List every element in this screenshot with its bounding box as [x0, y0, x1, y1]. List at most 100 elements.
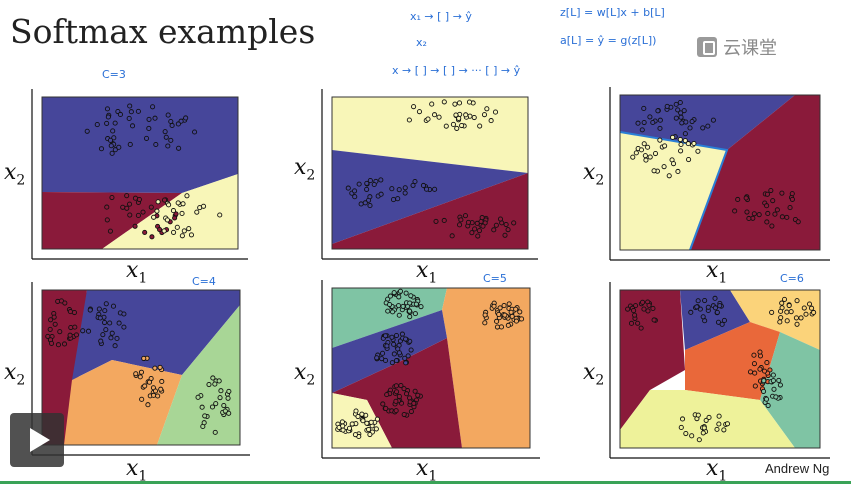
point-yellow — [406, 117, 412, 123]
point-red — [638, 325, 644, 331]
point-yellow — [360, 418, 366, 424]
point-red — [628, 320, 635, 326]
point-blue — [114, 335, 120, 342]
point-orange — [501, 303, 507, 309]
point-blue — [126, 115, 132, 121]
point-orange — [139, 396, 145, 402]
point-red — [774, 207, 780, 213]
point-orange — [502, 312, 508, 318]
point-orange — [517, 309, 523, 315]
point-blue — [362, 200, 368, 206]
author-credit: Andrew Ng — [765, 461, 830, 476]
point-blue — [721, 317, 727, 323]
point-teal — [770, 378, 776, 384]
point-blue — [412, 178, 418, 185]
point-yellow — [161, 228, 167, 234]
point-light-orange — [811, 309, 817, 316]
point-yellow — [339, 419, 345, 425]
point-blue — [371, 181, 377, 188]
point-blue — [163, 134, 169, 140]
point-red — [48, 317, 54, 323]
watermark-text: 云课堂 — [723, 38, 777, 59]
panel-6-frame — [619, 289, 821, 449]
point-blue — [679, 120, 685, 126]
point-blue — [683, 119, 689, 125]
point-teal — [391, 290, 397, 296]
point-yellow — [488, 118, 494, 124]
point-blue — [100, 332, 106, 338]
point-blue — [647, 114, 653, 120]
point-yellow — [481, 112, 488, 118]
point-orange — [494, 318, 500, 324]
point-orange — [145, 402, 151, 408]
point-green — [209, 404, 216, 410]
point-red — [383, 405, 389, 411]
point-orange — [513, 306, 519, 312]
point-red — [172, 215, 178, 221]
point-lime — [701, 425, 707, 431]
point-lime — [706, 414, 712, 420]
point-blue — [85, 328, 92, 334]
point-blue — [705, 304, 711, 310]
point-red — [462, 213, 469, 219]
point-blue — [689, 118, 695, 125]
x-axis-label-6: x1 — [706, 456, 728, 485]
point-red — [505, 227, 511, 233]
point-orange — [509, 313, 515, 319]
point-lime — [700, 430, 706, 436]
point-red — [441, 217, 447, 224]
point-blue — [364, 186, 370, 192]
point-yellow — [429, 101, 435, 107]
region-blue — [332, 150, 528, 244]
point-yellow — [374, 416, 380, 422]
point-blue — [389, 360, 395, 366]
point-teal — [770, 372, 776, 378]
point-red — [148, 204, 154, 210]
point-yellow — [217, 212, 223, 218]
point-blue — [694, 304, 700, 310]
point-yellow — [194, 209, 200, 215]
play-button[interactable] — [10, 413, 64, 467]
point-teal — [395, 303, 402, 309]
point-red — [751, 211, 757, 217]
point-blue — [432, 186, 438, 192]
point-red — [61, 341, 68, 347]
point-orange — [482, 312, 488, 318]
point-red — [408, 408, 414, 415]
point-blue — [352, 188, 358, 194]
point-green — [195, 394, 201, 400]
point-red — [67, 332, 73, 338]
point-blue — [702, 297, 708, 304]
point-blue — [424, 186, 430, 192]
point-lime — [716, 421, 722, 427]
region-green — [157, 305, 240, 445]
point-light-orange — [786, 302, 792, 309]
point-teal — [396, 312, 402, 318]
point-light-orange — [806, 301, 813, 307]
point-orange — [519, 316, 525, 322]
point-blue — [678, 114, 684, 120]
point-teal — [777, 382, 783, 388]
point-yellow — [630, 154, 636, 160]
point-deep-orange — [757, 349, 763, 355]
region-blue — [620, 95, 795, 150]
point-red — [641, 306, 647, 312]
slide-title: Softmax examples — [10, 12, 316, 51]
point-blue — [393, 358, 400, 364]
point-green — [199, 404, 205, 410]
point-light-orange — [794, 298, 800, 304]
point-yellow — [682, 138, 688, 144]
point-orange — [497, 305, 503, 311]
point-red — [393, 383, 399, 389]
point-red — [779, 214, 785, 220]
point-red — [650, 305, 656, 312]
point-red — [393, 408, 399, 414]
annotation-net2: x₂ — [416, 36, 427, 49]
point-red — [124, 205, 130, 211]
point-lime — [696, 437, 702, 443]
point-yellow — [645, 144, 651, 150]
point-green — [218, 388, 224, 394]
point-green — [221, 403, 227, 409]
point-blue — [143, 135, 150, 141]
point-red — [120, 204, 126, 210]
